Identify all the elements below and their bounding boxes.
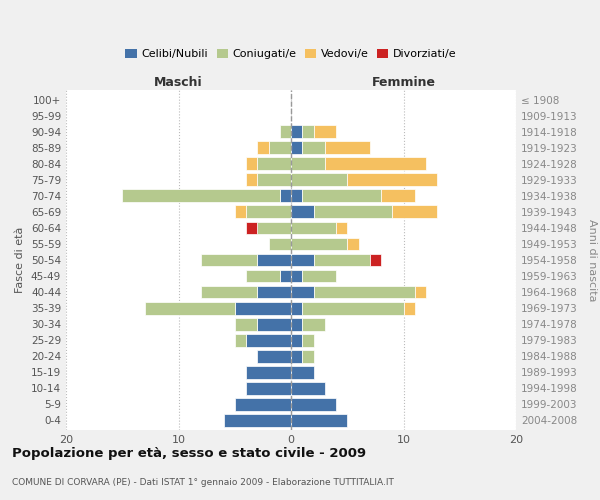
Bar — [201, 286, 257, 298]
Bar — [325, 142, 370, 154]
Bar — [257, 254, 291, 266]
Bar — [302, 190, 381, 202]
Bar — [347, 238, 359, 250]
Bar — [291, 350, 302, 362]
Bar — [223, 414, 291, 427]
Bar — [291, 142, 302, 154]
Bar — [257, 286, 291, 298]
Bar — [325, 158, 426, 170]
Bar — [404, 302, 415, 314]
Bar — [291, 270, 302, 282]
Bar — [291, 398, 336, 411]
Text: Maschi: Maschi — [154, 76, 203, 89]
Bar — [246, 366, 291, 378]
Bar — [257, 350, 291, 362]
Bar — [381, 190, 415, 202]
Bar — [291, 318, 302, 330]
Bar — [291, 158, 325, 170]
Legend: Celibi/Nubili, Coniugati/e, Vedovi/e, Divorziati/e: Celibi/Nubili, Coniugati/e, Vedovi/e, Di… — [121, 44, 461, 64]
Bar — [347, 174, 437, 186]
Bar — [280, 126, 291, 138]
Bar — [291, 382, 325, 394]
Bar — [145, 302, 235, 314]
Bar — [314, 126, 336, 138]
Bar — [291, 302, 302, 314]
Bar — [257, 318, 291, 330]
Bar — [302, 142, 325, 154]
Bar — [302, 334, 314, 346]
Text: Popolazione per età, sesso e stato civile - 2009: Popolazione per età, sesso e stato civil… — [12, 448, 366, 460]
Bar — [302, 302, 404, 314]
Text: Femmine: Femmine — [371, 76, 436, 89]
Bar — [246, 222, 257, 234]
Bar — [302, 126, 314, 138]
Bar — [235, 302, 291, 314]
Bar — [235, 398, 291, 411]
Bar — [257, 174, 291, 186]
Bar — [291, 334, 302, 346]
Bar — [291, 366, 314, 378]
Bar — [336, 222, 347, 234]
Y-axis label: Anni di nascita: Anni di nascita — [587, 219, 597, 301]
Bar — [291, 238, 347, 250]
Bar — [291, 254, 314, 266]
Bar — [314, 254, 370, 266]
Bar — [280, 190, 291, 202]
Bar — [235, 334, 246, 346]
Bar — [257, 158, 291, 170]
Bar — [291, 174, 347, 186]
Bar — [246, 174, 257, 186]
Bar — [291, 414, 347, 427]
Bar — [246, 158, 257, 170]
Bar — [291, 286, 314, 298]
Bar — [302, 270, 336, 282]
Bar — [291, 126, 302, 138]
Bar — [257, 142, 269, 154]
Bar — [235, 206, 246, 218]
Bar — [246, 206, 291, 218]
Bar — [314, 286, 415, 298]
Bar — [257, 222, 291, 234]
Bar — [246, 382, 291, 394]
Bar — [291, 190, 302, 202]
Bar — [392, 206, 437, 218]
Bar — [246, 334, 291, 346]
Bar — [235, 318, 257, 330]
Bar — [269, 142, 291, 154]
Bar — [302, 318, 325, 330]
Bar — [122, 190, 280, 202]
Bar — [415, 286, 426, 298]
Bar — [269, 238, 291, 250]
Bar — [302, 350, 314, 362]
Bar — [370, 254, 381, 266]
Bar — [246, 270, 280, 282]
Bar — [291, 206, 314, 218]
Bar — [201, 254, 257, 266]
Text: COMUNE DI CORVARA (PE) - Dati ISTAT 1° gennaio 2009 - Elaborazione TUTTITALIA.IT: COMUNE DI CORVARA (PE) - Dati ISTAT 1° g… — [12, 478, 394, 487]
Y-axis label: Fasce di età: Fasce di età — [16, 227, 25, 293]
Bar — [280, 270, 291, 282]
Bar — [314, 206, 392, 218]
Bar — [291, 222, 336, 234]
